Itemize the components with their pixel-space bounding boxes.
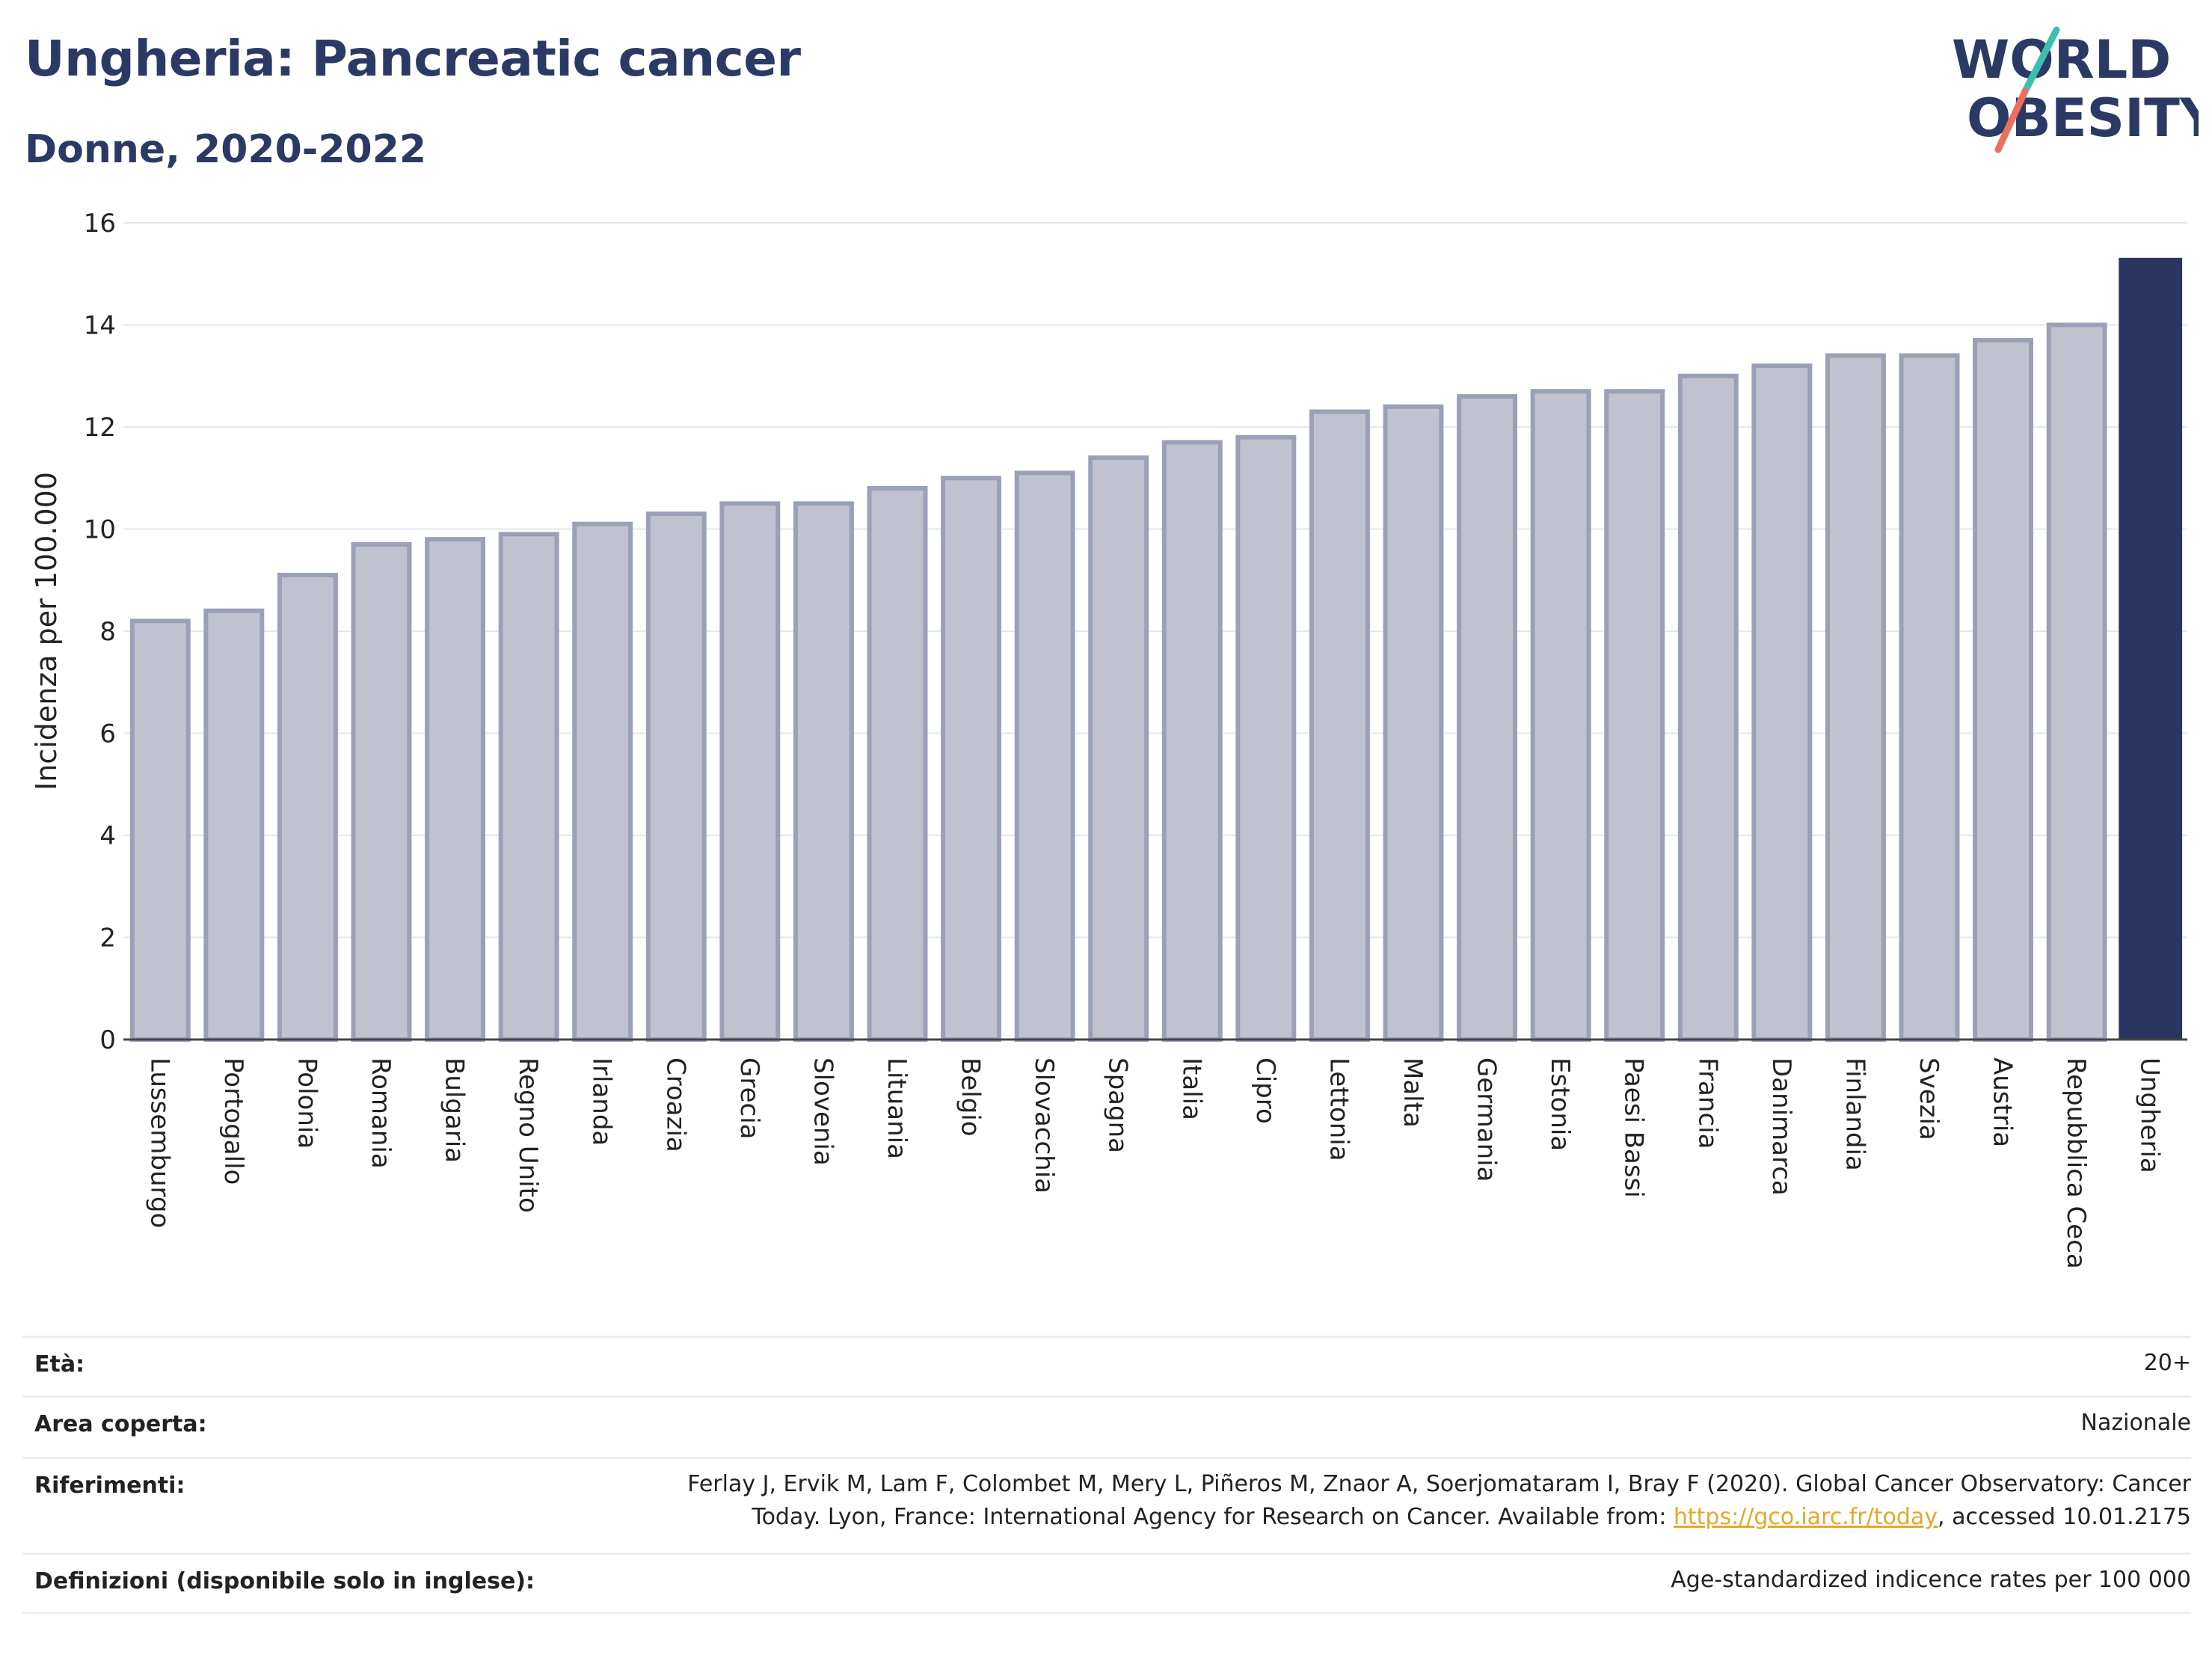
x-tick-label: Lussemburgo: [144, 1057, 174, 1228]
y-tick-label: 8: [99, 617, 116, 647]
x-tick-label: Danimarca: [1766, 1057, 1796, 1196]
logo-slash-bottom: [1994, 87, 2029, 153]
bar-italia: [1161, 440, 1223, 1042]
chart-bars: [129, 257, 2183, 1043]
x-tick-label: Polonia: [292, 1057, 322, 1149]
x-tick-label: Svezia: [1914, 1057, 1944, 1140]
x-tick-label: Belgio: [956, 1057, 986, 1137]
x-tick-label: Finlandia: [1840, 1057, 1870, 1171]
x-tick-label: Portogallo: [218, 1057, 248, 1185]
y-tick-label: 4: [99, 821, 116, 851]
chart-title: Ungheria: Pancreatic cancer: [25, 30, 801, 87]
bar-croazia: [645, 512, 707, 1042]
x-tick-label: Ungheria: [2135, 1057, 2165, 1173]
info-value: Nazionale: [2080, 1410, 2191, 1436]
y-tick-label: 2: [99, 924, 116, 954]
bar-regno-unito: [498, 532, 559, 1042]
x-tick-label: Estonia: [1545, 1057, 1575, 1151]
bar-romania: [351, 541, 412, 1042]
bar-lituania: [867, 485, 928, 1042]
bar-cipro: [1235, 435, 1297, 1042]
bar-portogallo: [203, 608, 265, 1042]
bar-ungheria: [2119, 257, 2183, 1040]
x-tick-label: Lettonia: [1324, 1057, 1354, 1161]
bar-paesi-bassi: [1604, 389, 1665, 1042]
bar-polonia: [277, 572, 338, 1042]
bar-estonia: [1530, 389, 1591, 1042]
x-tick-label: Lituania: [882, 1057, 912, 1159]
chart-subtitle: Donne, 2020-2022: [25, 127, 427, 172]
reference-suffix: , accessed 10.01.2175: [1938, 1504, 2191, 1530]
y-tick-label: 0: [99, 1025, 116, 1055]
info-value: Ferlay J, Ervik M, Lam F, Colombet M, Me…: [687, 1468, 2191, 1534]
bar-austria: [1973, 337, 2034, 1043]
bar-lettonia: [1309, 409, 1370, 1042]
bar-malta: [1383, 404, 1444, 1042]
bar-francia: [1677, 373, 1739, 1042]
info-table: Età: 20+ Area coperta: Nazionale Riferimenti…: [22, 1336, 2191, 1614]
x-tick-label: Slovacchia: [1029, 1057, 1059, 1194]
y-tick-label: 6: [99, 719, 116, 749]
x-tick-label: Croazia: [660, 1057, 690, 1152]
world-obesity-logo: WORLD OBESITY: [1952, 26, 2199, 153]
info-row: Area coperta: Nazionale: [22, 1395, 2191, 1457]
bar-chart: 0 2 4 6 8 10 12 14 16 Lussemburgo Portogallo Polon…: [30, 209, 2187, 1269]
info-value: 20+: [2143, 1350, 2191, 1376]
bar-danimarca: [1751, 363, 1813, 1043]
x-tick-label: Bulgaria: [440, 1057, 470, 1163]
bar-svezia: [1899, 353, 1960, 1042]
bar-slovacchia: [1014, 470, 1075, 1042]
reference-text: Today. Lyon, France: International Agenc…: [752, 1504, 1674, 1530]
reference-line: Ferlay J, Ervik M, Lam F, Colombet M, Me…: [687, 1471, 2191, 1497]
bar-germania: [1457, 394, 1518, 1042]
x-tick-label: Francia: [1692, 1057, 1722, 1149]
bar-finlandia: [1825, 353, 1886, 1042]
bar-repubblica-ceca: [2046, 322, 2107, 1042]
info-key: Area coperta:: [34, 1411, 207, 1437]
logo-slash-top: [2021, 26, 2060, 95]
y-axis-ticks: 0 2 4 6 8 10 12 14 16: [84, 209, 116, 1055]
x-tick-label: Cipro: [1250, 1057, 1280, 1124]
x-tick-label: Repubblica Ceca: [2061, 1057, 2091, 1269]
bar-spagna: [1088, 455, 1149, 1042]
info-key: Età:: [34, 1351, 85, 1378]
bar-grecia: [719, 501, 781, 1042]
bar-bulgaria: [425, 537, 486, 1042]
x-tick-label: Spagna: [1103, 1057, 1133, 1153]
x-tick-label: Malta: [1398, 1057, 1428, 1128]
info-row: Definizioni (disponibile solo in inglese…: [22, 1553, 2191, 1614]
bar-irlanda: [572, 521, 633, 1042]
x-tick-label: Irlanda: [587, 1057, 617, 1146]
bar-slovenia: [793, 501, 854, 1042]
y-tick-label: 10: [84, 515, 116, 545]
x-tick-label: Romania: [366, 1057, 396, 1169]
bar-belgio: [941, 476, 1002, 1042]
reference-line: Today. Lyon, France: International Agenc…: [687, 1501, 2191, 1534]
info-row: Età: 20+: [22, 1336, 2191, 1395]
y-tick-label: 16: [84, 209, 116, 239]
info-row: Riferimenti: Ferlay J, Ervik M, Lam F, Co…: [22, 1457, 2191, 1553]
y-axis-label: Incidenza per 100.000: [30, 472, 63, 790]
bar-lussemburgo: [129, 618, 191, 1042]
x-tick-label: Italia: [1176, 1057, 1206, 1120]
x-tick-label: Regno Unito: [513, 1057, 543, 1213]
info-key: Definizioni (disponibile solo in inglese…: [34, 1568, 535, 1594]
x-tick-label: Slovenia: [808, 1057, 838, 1166]
x-tick-label: Austria: [1988, 1057, 2018, 1147]
info-value: Age-standardized indicence rates per 100…: [1671, 1567, 2191, 1593]
y-tick-label: 14: [84, 311, 116, 341]
reference-link[interactable]: https://gco.iarc.fr/today: [1673, 1504, 1938, 1530]
x-tick-label: Grecia: [734, 1057, 764, 1139]
x-tick-label: Germania: [1472, 1057, 1502, 1182]
logo-text-world: WORLD: [1952, 29, 2171, 90]
x-tick-label: Paesi Bassi: [1619, 1057, 1649, 1198]
info-key: Riferimenti:: [34, 1473, 185, 1499]
y-tick-label: 12: [84, 413, 116, 443]
x-axis-labels: Lussemburgo Portogallo Polonia Romania Bulga…: [144, 1057, 2164, 1269]
